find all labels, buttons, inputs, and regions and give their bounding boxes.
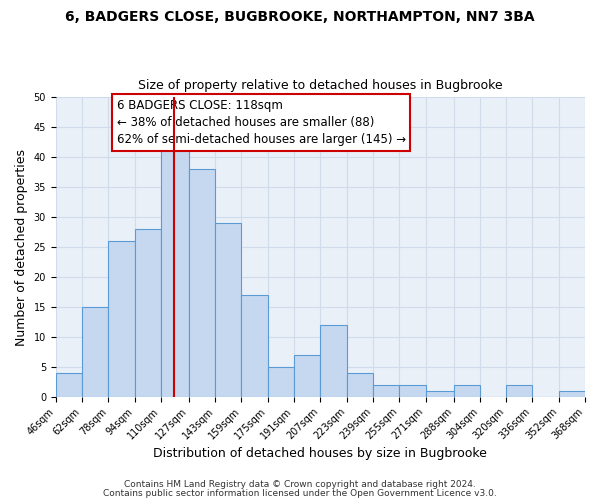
Bar <box>320 325 347 396</box>
Bar <box>373 384 399 396</box>
Bar <box>268 367 294 396</box>
Bar <box>506 384 532 396</box>
Bar <box>134 229 161 396</box>
Bar <box>454 384 480 396</box>
Y-axis label: Number of detached properties: Number of detached properties <box>15 148 28 346</box>
Text: Contains HM Land Registry data © Crown copyright and database right 2024.: Contains HM Land Registry data © Crown c… <box>124 480 476 489</box>
Text: 6 BADGERS CLOSE: 118sqm
← 38% of detached houses are smaller (88)
62% of semi-de: 6 BADGERS CLOSE: 118sqm ← 38% of detache… <box>116 99 406 146</box>
Bar <box>347 373 373 396</box>
Bar <box>559 390 585 396</box>
Bar <box>109 241 134 396</box>
Bar <box>425 390 454 396</box>
X-axis label: Distribution of detached houses by size in Bugbrooke: Distribution of detached houses by size … <box>154 447 487 460</box>
Bar <box>82 307 109 396</box>
Bar <box>189 169 215 396</box>
Bar <box>161 145 189 397</box>
Bar <box>399 384 425 396</box>
Bar <box>241 295 268 396</box>
Bar <box>294 355 320 397</box>
Bar <box>56 373 82 396</box>
Text: 6, BADGERS CLOSE, BUGBROOKE, NORTHAMPTON, NN7 3BA: 6, BADGERS CLOSE, BUGBROOKE, NORTHAMPTON… <box>65 10 535 24</box>
Text: Contains public sector information licensed under the Open Government Licence v3: Contains public sector information licen… <box>103 489 497 498</box>
Title: Size of property relative to detached houses in Bugbrooke: Size of property relative to detached ho… <box>138 79 503 92</box>
Bar <box>215 223 241 396</box>
